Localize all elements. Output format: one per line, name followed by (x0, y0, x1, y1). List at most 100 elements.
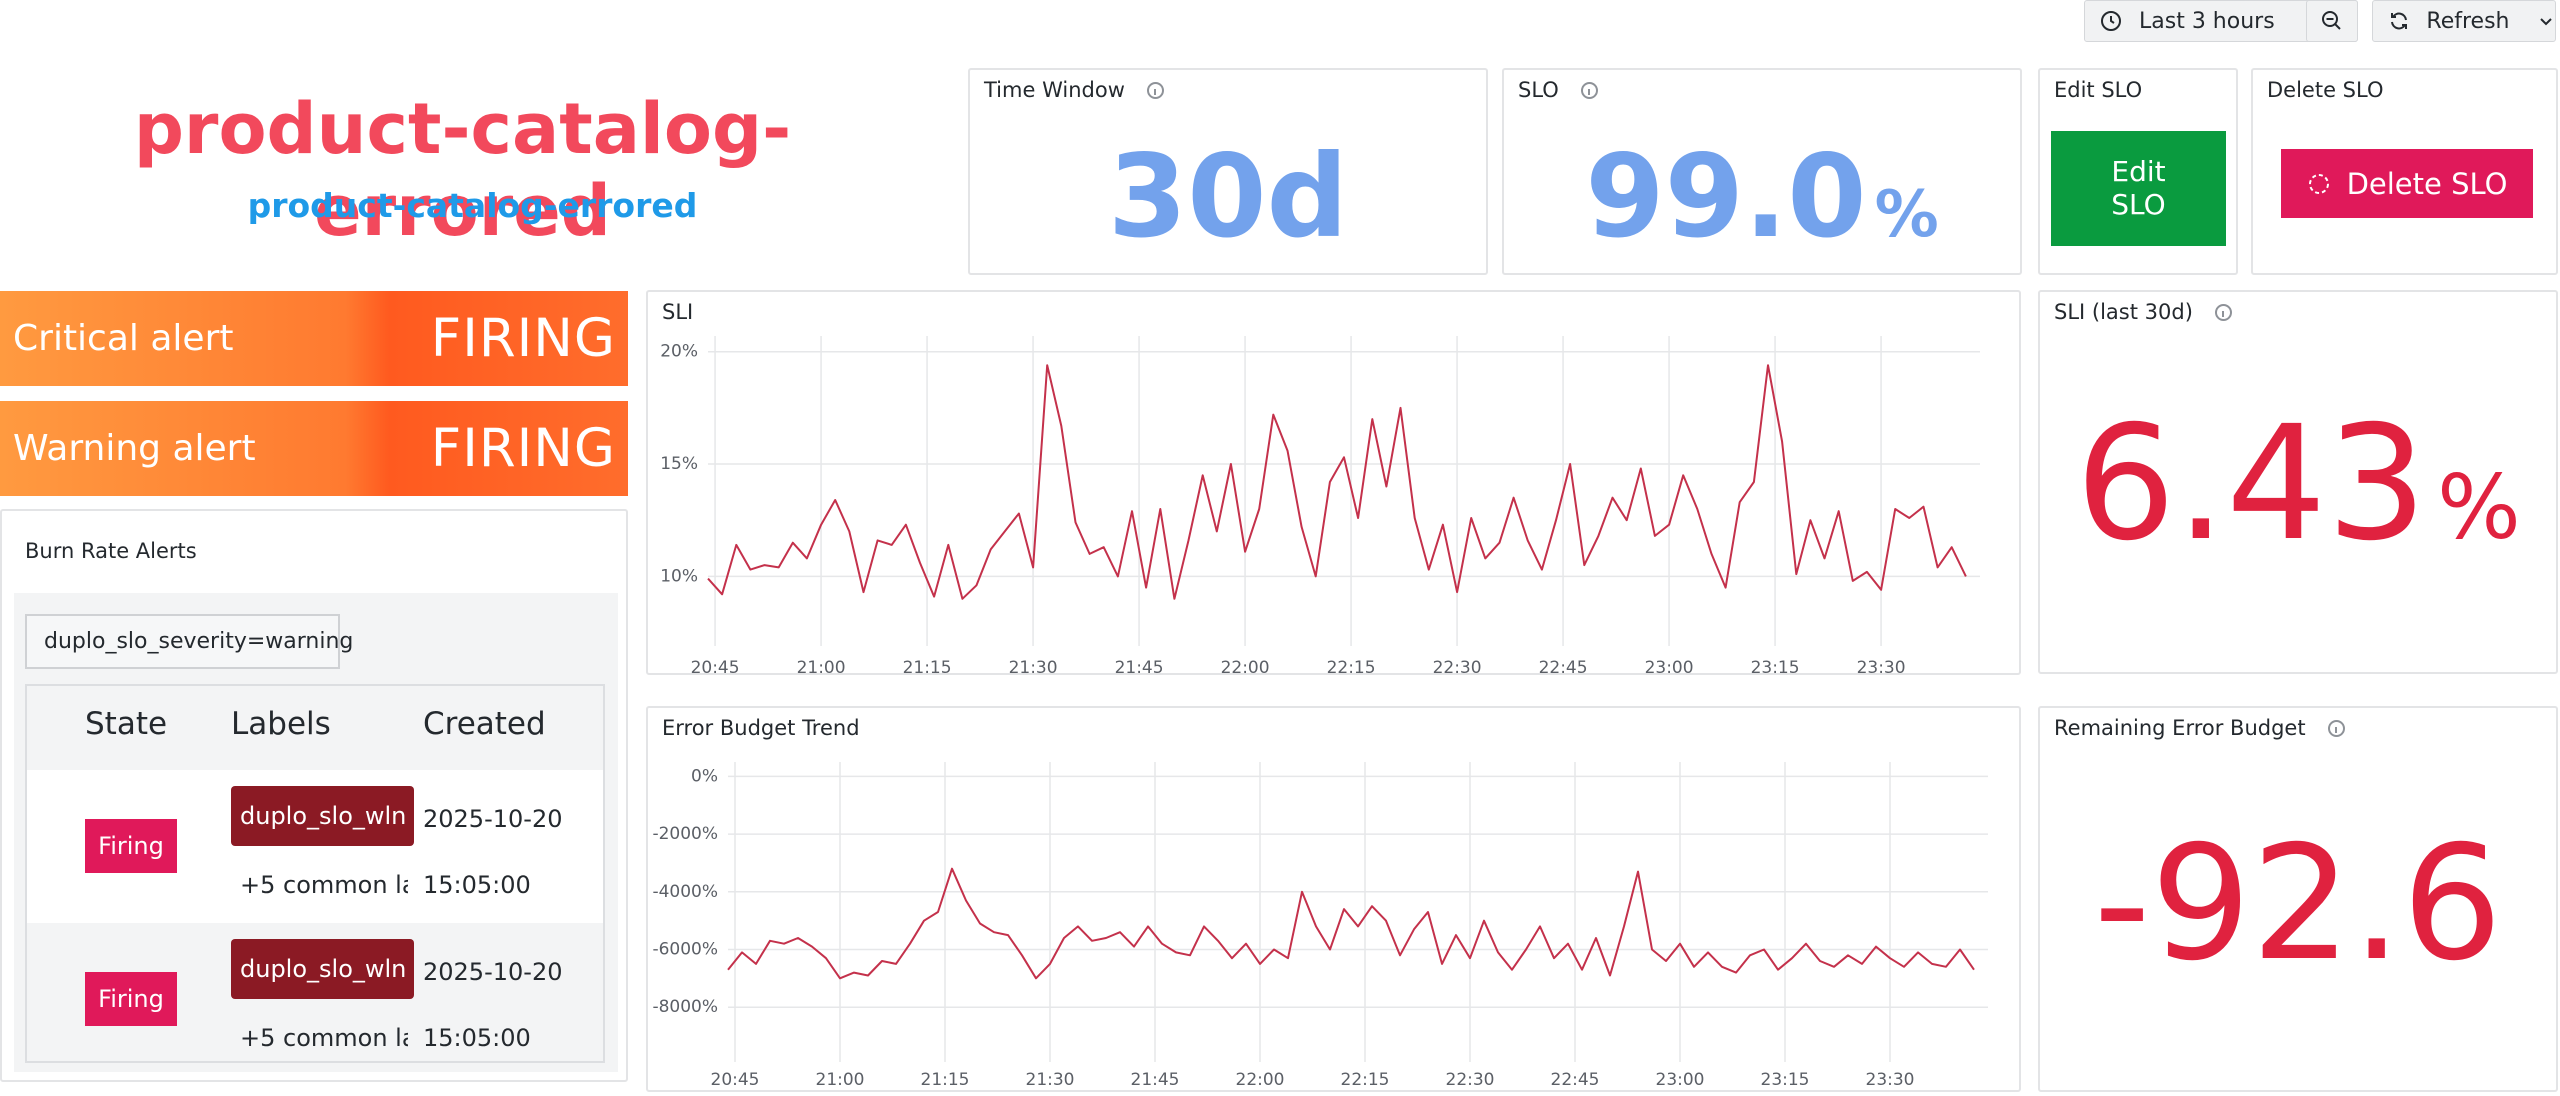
zoom-icon (2322, 11, 2341, 30)
refresh-label: Refresh (2426, 8, 2510, 34)
critical-alert: Critical alert FIRING (0, 291, 628, 386)
label-chip[interactable]: duplo_slo_wln (231, 939, 414, 999)
time-window-panel: Time Window 30d (968, 68, 1488, 275)
sli-30d-panel: SLI (last 30d) 6.43% (2038, 290, 2558, 674)
error-budget-panel: Error Budget Trend 0% -2000% -4000% -6000% -… (646, 706, 2021, 1092)
y-tick-label: -8000% (652, 997, 718, 1017)
x-tick-label: 21:45 (1115, 658, 1164, 673)
edit-slo-button[interactable]: Edit SLO (2051, 131, 2226, 246)
y-tick-label: -6000% (652, 940, 718, 960)
label-extra: +5 common la (240, 871, 408, 899)
filter-chip[interactable]: duplo_slo_severity=warning (25, 614, 353, 669)
y-tick-label: 10% (660, 566, 698, 586)
x-tick-label: 21:45 (1131, 1070, 1180, 1090)
warning-alert: Warning alert FIRING (0, 401, 628, 496)
clock-icon (2101, 11, 2121, 31)
created-time: 15:05:00 (423, 871, 531, 899)
panel-title: Burn Rate Alerts (25, 539, 197, 563)
x-tick-label: 22:30 (1446, 1070, 1495, 1090)
table-row: Firing duplo_slo_wln +5 common la 2025-1… (27, 770, 603, 923)
info-icon[interactable] (1146, 81, 1164, 99)
info-icon[interactable] (1580, 81, 1598, 99)
sli-chart: 10% 15% 20% 20:45 21:00 21:15 21:30 21:45 22:00 2… (660, 336, 1980, 673)
created-date: 2025-10-20 (423, 805, 563, 833)
value: -92.6 (2093, 812, 2503, 996)
panel-title: Time Window (984, 78, 1125, 102)
x-tick-label: 22:45 (1551, 1070, 1600, 1090)
column-header: Labels (231, 706, 331, 742)
x-tick-label: 23:15 (1751, 658, 1800, 673)
delete-slo-button[interactable]: Delete SLO (2281, 149, 2533, 218)
x-tick-label: 23:30 (1866, 1070, 1915, 1090)
value: 99.0 (1585, 130, 1867, 263)
x-tick-label: 22:45 (1539, 658, 1588, 673)
x-tick-label: 22:15 (1327, 658, 1376, 673)
panel-header: Remaining Error Budget (2054, 716, 2345, 740)
x-tick-label: 21:15 (903, 658, 952, 673)
panel-title: Edit SLO (2054, 78, 2143, 102)
alert-status: FIRING (430, 308, 616, 369)
series-line (707, 364, 1967, 600)
alert-list: duplo_slo_severity=warning State Labels … (14, 593, 618, 1072)
y-tick-label: 20% (660, 342, 698, 362)
alert-table: State Labels Created Firing duplo_slo_wl… (25, 684, 605, 1063)
created-date: 2025-10-20 (423, 958, 563, 986)
page-title: product-catalog-errored (133, 88, 792, 252)
sli-panel: SLI 10% 15% 20% 20:45 21:00 21:15 21:30 21:45 22… (646, 290, 2021, 675)
y-tick-label: 15% (660, 454, 698, 474)
alert-status: FIRING (430, 418, 616, 479)
y-tick-label: -2000% (652, 824, 718, 844)
panel-header: SLI (last 30d) (2054, 300, 2232, 324)
state-badge: Firing (85, 972, 177, 1026)
value: 6.43 (2075, 392, 2428, 576)
x-tick-label: 21:30 (1009, 658, 1058, 673)
panel-title: SLO (1518, 78, 1559, 102)
button-label: Delete SLO (2346, 166, 2508, 201)
x-tick-label: 21:00 (797, 658, 846, 673)
series-line (727, 867, 1975, 980)
x-tick-label: 23:15 (1761, 1070, 1810, 1090)
page-subtitle[interactable]: product-catalog-errored (247, 186, 698, 225)
stat-value: 6.43% (2040, 392, 2556, 576)
panel-header: Time Window (984, 78, 1164, 102)
delete-slo-panel: Delete SLO Delete SLO (2251, 68, 2558, 275)
x-tick-label: 23:00 (1645, 658, 1694, 673)
spinner-icon (2308, 173, 2329, 194)
refresh-icon (2391, 12, 2407, 30)
edit-slo-panel: Edit SLO Edit SLO (2038, 68, 2238, 275)
panel-title: Error Budget Trend (662, 716, 860, 740)
stat-value: 30d (970, 130, 1486, 263)
label-chip[interactable]: duplo_slo_wln (231, 786, 414, 846)
refresh-button[interactable]: Refresh (2372, 0, 2556, 42)
state-badge: Firing (85, 819, 177, 873)
panel-title: Remaining Error Budget (2054, 716, 2306, 740)
x-tick-label: 22:15 (1341, 1070, 1390, 1090)
panel-title: SLI (last 30d) (2054, 300, 2193, 324)
table-row: Firing duplo_slo_wln +5 common la 2025-1… (27, 923, 603, 1061)
x-tick-label: 21:15 (921, 1070, 970, 1090)
created-time: 15:05:00 (423, 1024, 531, 1052)
x-tick-label: 23:00 (1656, 1070, 1705, 1090)
burn-rate-panel: Burn Rate Alerts duplo_slo_severity=warn… (0, 509, 628, 1082)
column-header: Created (423, 706, 546, 742)
remaining-budget-panel: Remaining Error Budget -92.6 (2038, 706, 2558, 1092)
label-extra: +5 common la (240, 1024, 408, 1052)
x-tick-label: 22:00 (1236, 1070, 1285, 1090)
x-tick-label: 21:00 (816, 1070, 865, 1090)
info-icon[interactable] (2327, 719, 2345, 737)
y-tick-label: -4000% (652, 882, 718, 902)
unit: % (2437, 456, 2521, 559)
x-tick-label: 21:30 (1026, 1070, 1075, 1090)
panel-title: SLI (662, 300, 694, 324)
chevron (2539, 18, 2552, 26)
alert-label: Warning alert (13, 428, 256, 469)
x-tick-label: 20:45 (711, 1070, 760, 1090)
x-tick-label: 22:30 (1433, 658, 1482, 673)
stat-value: -92.6 (2040, 812, 2556, 996)
value: 30d (1107, 130, 1349, 263)
zoom-out[interactable] (2306, 0, 2358, 42)
info-icon[interactable] (2214, 303, 2232, 321)
panel-title: Delete SLO (2267, 78, 2384, 102)
unit: % (1874, 178, 1939, 252)
